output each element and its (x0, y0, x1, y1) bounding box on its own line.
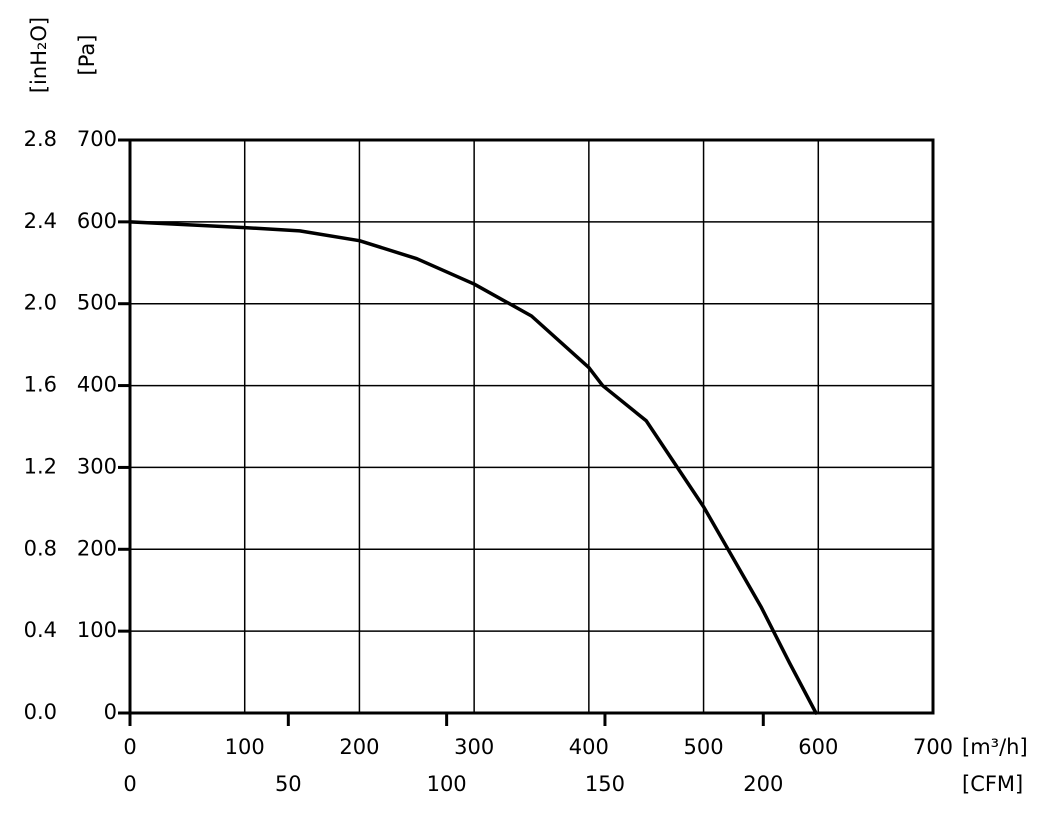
y-tick-label: 600 (77, 209, 117, 233)
x2-axis-label: [CFM] (962, 772, 1023, 796)
x-tick-label: 0 (123, 735, 136, 759)
y2-tick-label: 2.8 (24, 127, 57, 151)
y2-tick-label: 0.0 (24, 700, 57, 724)
x2-tick-label: 100 (427, 772, 467, 796)
y2-tick-label: 0.4 (24, 618, 57, 642)
y2-axis-label: [inH₂O] (27, 17, 51, 93)
y2-tick-label: 2.4 (24, 209, 57, 233)
x2-tick-label: 200 (743, 772, 783, 796)
y-axis-label: [Pa] (75, 35, 99, 76)
x2-tick-label: 50 (275, 772, 302, 796)
y-tick-label: 200 (77, 536, 117, 560)
x-tick-label: 600 (798, 735, 838, 759)
x-tick-label: 200 (339, 735, 379, 759)
x2-tick-label: 150 (585, 772, 625, 796)
y2-tick-label: 0.8 (24, 536, 57, 560)
y-tick-label: 500 (77, 291, 117, 315)
y2-tick-label: 1.6 (24, 373, 57, 397)
x2-tick-label: 0 (123, 772, 136, 796)
x-tick-label: 100 (225, 735, 265, 759)
y-tick-label: 400 (77, 373, 117, 397)
y-tick-label: 100 (77, 618, 117, 642)
x-tick-label: 300 (454, 735, 494, 759)
x-tick-label: 700 (913, 735, 953, 759)
y-tick-label: 300 (77, 454, 117, 478)
y2-tick-label: 2.0 (24, 291, 57, 315)
y2-tick-label: 1.2 (24, 454, 57, 478)
x-tick-label: 500 (684, 735, 724, 759)
plot-frame (128, 138, 935, 715)
y-tick-label: 700 (77, 127, 117, 151)
curve (128, 220, 818, 715)
x-axis-label: [m³/h] (962, 735, 1028, 759)
x-tick-label: 400 (569, 735, 609, 759)
y-tick-label: 0 (104, 700, 117, 724)
